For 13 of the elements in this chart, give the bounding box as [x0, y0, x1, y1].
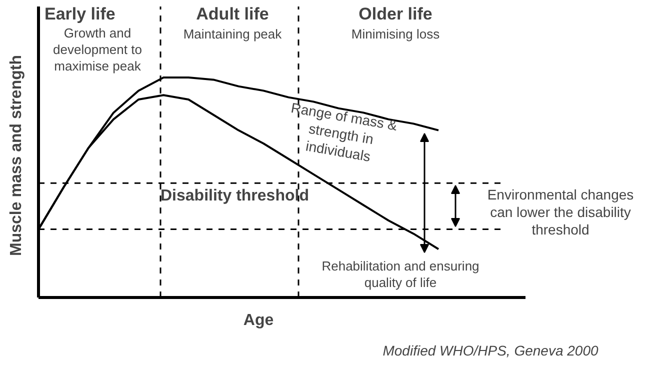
x-axis-title: Age — [243, 312, 274, 329]
text: Maintaining peak — [183, 26, 282, 42]
text: Growth and development to maximise peak — [53, 26, 142, 74]
text: Minimising loss — [351, 26, 440, 42]
annotation: Rehabilitation and ensuring quality of life — [322, 258, 480, 290]
ref-line-label: Disability threshold — [160, 188, 309, 204]
annotation: Range of mass & strength in individuals — [290, 99, 400, 164]
text: Older life — [358, 4, 432, 24]
text: Adult life — [196, 4, 269, 24]
annotation: Environmental changes can lower the disability threshold — [487, 186, 634, 238]
y-axis-title: Muscle mass and strength — [8, 55, 25, 256]
text: Early life — [44, 4, 116, 24]
text: Modified WHO/HPS, Geneva 2000 — [382, 342, 598, 358]
